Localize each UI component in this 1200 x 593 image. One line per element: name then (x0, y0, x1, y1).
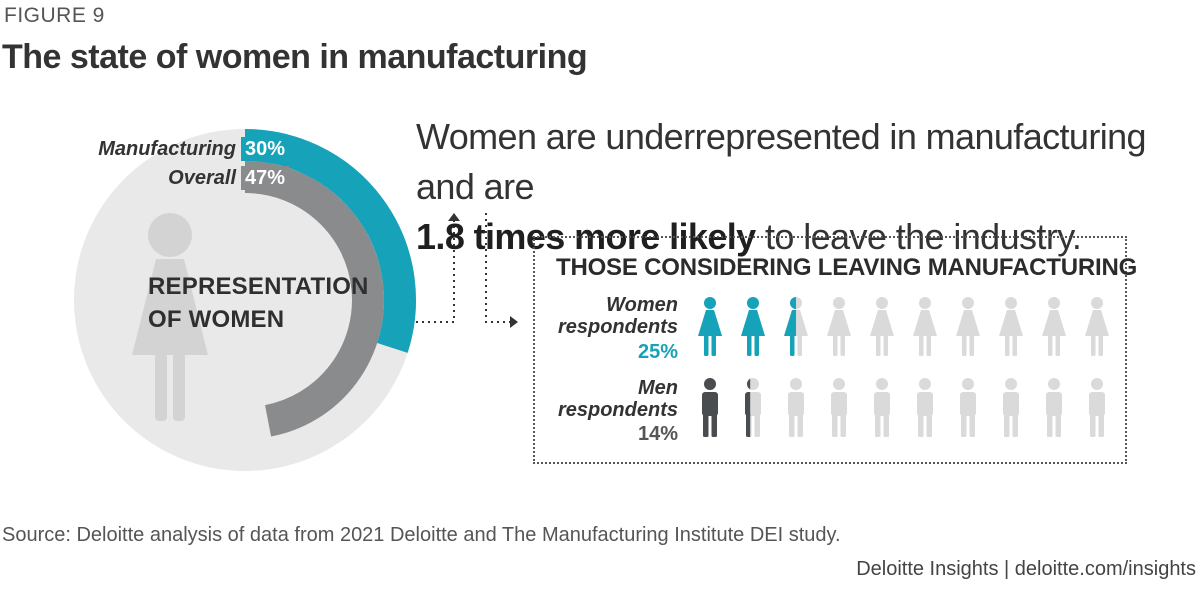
men-icon-row (702, 378, 1105, 437)
representation-donut-chart (74, 129, 416, 471)
woman-icon-5 (870, 297, 894, 356)
donut-center-line1: REPRESENTATION (148, 273, 369, 300)
women-label-line2: respondents (557, 316, 678, 338)
donut-center-line2: OF WOMEN (148, 306, 285, 333)
page-title: The state of women in manufacturing (2, 38, 588, 76)
woman-icon-4 (827, 297, 851, 356)
man-icon-4 (831, 378, 847, 437)
connector-to-headline (416, 219, 455, 323)
men-pct: 14% (637, 423, 678, 445)
woman-icon-6 (913, 297, 937, 356)
woman-icon-fill-2 (741, 297, 765, 356)
men-label-line2: respondents (557, 399, 678, 421)
woman-icon-9 (1042, 297, 1066, 356)
woman-silhouette-icon (132, 213, 208, 421)
overall-pct-badge: 47% (241, 166, 290, 190)
headline: Women are underrepresented in manufactur… (416, 112, 1200, 262)
headline-line1: Women are underrepresented in manufactur… (416, 116, 1147, 207)
donut-center-label: REPRESENTATION OF WOMEN (148, 270, 369, 336)
arrow-up-icon (448, 213, 460, 221)
leaving-title: THOSE CONSIDERING LEAVING MANUFACTURING (556, 254, 1138, 281)
arc-overall (244, 161, 384, 437)
man-icon-fill-1 (702, 378, 718, 437)
men-respondents-label: Men respondents (518, 377, 678, 421)
respondent-icon-array (698, 297, 1109, 437)
figure-label: FIGURE 9 (4, 4, 105, 27)
woman-icon-7 (956, 297, 980, 356)
man-icon-8 (1003, 378, 1019, 437)
women-icon-row (698, 297, 1109, 356)
credit-line: Deloitte Insights | deloitte.com/insight… (856, 558, 1196, 580)
man-icon-9 (1046, 378, 1062, 437)
arrow-right-icon (510, 316, 518, 328)
woman-icon-fill-1 (698, 297, 722, 356)
women-pct: 25% (637, 341, 678, 363)
man-icon-5 (874, 378, 890, 437)
source-note: Source: Deloitte analysis of data from 2… (2, 524, 841, 546)
connector-to-box (485, 213, 510, 323)
man-icon-6 (917, 378, 933, 437)
leaving-box (533, 236, 1127, 464)
man-icon-10 (1089, 378, 1105, 437)
dotted-connector (416, 213, 518, 328)
woman-icon-8 (999, 297, 1023, 356)
manufacturing-pct-badge: 30% (241, 137, 290, 161)
women-respondents-label: Women respondents (518, 294, 678, 338)
woman-icon-10 (1085, 297, 1109, 356)
man-icon-7 (960, 378, 976, 437)
man-icon-3 (788, 378, 804, 437)
manufacturing-label: Manufacturing (98, 138, 236, 160)
women-label-line1: Women (606, 294, 678, 316)
overall-label: Overall (168, 167, 236, 189)
men-label-line1: Men (638, 377, 678, 399)
